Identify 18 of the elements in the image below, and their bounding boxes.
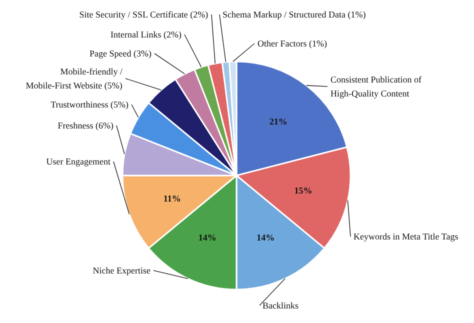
slice-label: Other Factors (1%) xyxy=(258,38,327,48)
data-label: 15% xyxy=(294,185,312,196)
slice-label: Backlinks xyxy=(262,300,299,310)
slice-label: Mobile-friendly / Mobile-First Website (5%) xyxy=(26,66,123,90)
slice-label: Site Security / SSL Certificate (2%) xyxy=(79,10,208,20)
slice-label: Trustworthiness (5%) xyxy=(50,100,129,110)
slice-label: Keywords in Meta Title Tags xyxy=(354,232,459,242)
slice-label: Page Speed (3%) xyxy=(90,48,152,58)
slice-label: User Engagement xyxy=(46,156,111,166)
slice-label: Consistent Publication of High-Quality Content xyxy=(330,74,422,98)
data-label: 14% xyxy=(256,232,275,242)
data-label: 11% xyxy=(163,194,181,204)
slice-label: Internal Links (2%) xyxy=(110,30,182,40)
data-label: 14% xyxy=(198,232,216,242)
slice-label: Freshness (6%) xyxy=(58,120,114,130)
slice-label: Niche Expertise xyxy=(92,266,151,276)
slice-label: Schema Markup / Structured Data (1%) xyxy=(222,10,366,20)
data-label: 21% xyxy=(269,116,288,126)
